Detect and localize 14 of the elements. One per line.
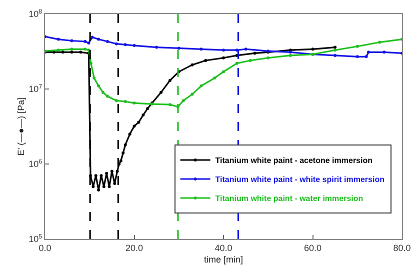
x-axis-title: time [min] [204,254,244,265]
y-tick-label: 10$^{7}$ [28,83,43,94]
legend-label: Titanium white paint - water immersion [215,194,364,204]
x-tick-label: 20.0 [125,242,144,253]
x-tick-label: 40.0 [214,242,232,253]
legend-label: Titanium white paint - acetone immersion [215,156,373,166]
x-tick-label: 80.0 [393,242,411,253]
y-tick-label: 10$^{8}$ [28,8,43,20]
y-axis-title: E' (—●—) [Pa] [16,97,26,156]
x-tick-label: 60.0 [304,242,322,253]
y-tick-label: 10$^{5}$ [28,233,43,244]
y-tick-label: 10$^{6}$ [28,158,43,170]
legend-label: Titanium white paint - white spirit immersion [215,175,385,184]
x-tick-label: 0.0 [38,242,52,253]
